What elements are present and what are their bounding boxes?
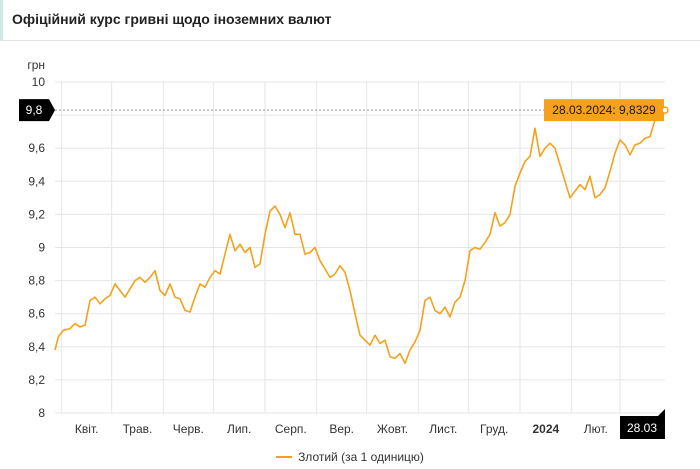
chart-legend[interactable]: Злотий (за 1 одиницю) <box>0 450 700 464</box>
y-tick-label: 8,6 <box>28 307 45 321</box>
current-x-label: 28.03 <box>627 421 657 435</box>
x-tick-label: Жовт. <box>377 422 408 436</box>
x-tick-label: Лют. <box>584 422 608 436</box>
x-tick-label: Серп. <box>275 422 307 436</box>
page-title: Офіційний курс гривні щодо іноземних вал… <box>12 11 332 27</box>
y-tick-label: 10 <box>32 75 46 89</box>
y-tick-label: 9 <box>38 241 45 255</box>
current-x-marker <box>620 409 665 439</box>
page-header: Офіційний курс гривні щодо іноземних вал… <box>0 0 700 41</box>
y-axis-label: грн <box>27 58 45 72</box>
series-line <box>54 101 666 365</box>
x-tick-label: 2024 <box>532 422 559 436</box>
exchange-rate-chart[interactable]: 8 8,2 8,4 8,6 8,8 9 9,2 9,4 9,6 9,8 10 грн Квіт. Трав… <box>0 41 700 450</box>
y-tick-label: 9,6 <box>28 141 45 155</box>
legend-label: Злотий (за 1 одиницю) <box>298 450 424 464</box>
x-tick-label: Вер. <box>329 422 354 436</box>
current-point <box>661 106 669 114</box>
x-tick-label: Лист. <box>429 422 457 436</box>
y-tick-label: 8,2 <box>28 373 45 387</box>
tooltip-box <box>544 99 664 122</box>
x-tick-label: Груд. <box>480 422 508 436</box>
tooltip-label: 28.03.2024: 9,8329 <box>552 103 656 117</box>
x-tick-label: Трав. <box>123 422 153 436</box>
current-y-marker <box>19 99 55 122</box>
x-tick-label: Квіт. <box>75 422 99 436</box>
y-tick-label: 9,2 <box>28 207 45 221</box>
current-y-label: 9,8 <box>26 103 43 117</box>
y-tick-label: 8,8 <box>28 274 45 288</box>
y-tick-label: 8,4 <box>28 340 45 354</box>
y-tick-label: 9,4 <box>28 174 45 188</box>
x-tick-label: Черв. <box>173 422 204 436</box>
y-tick-label: 8 <box>38 406 45 420</box>
legend-swatch <box>276 455 293 458</box>
x-tick-label: Лип. <box>227 422 251 436</box>
